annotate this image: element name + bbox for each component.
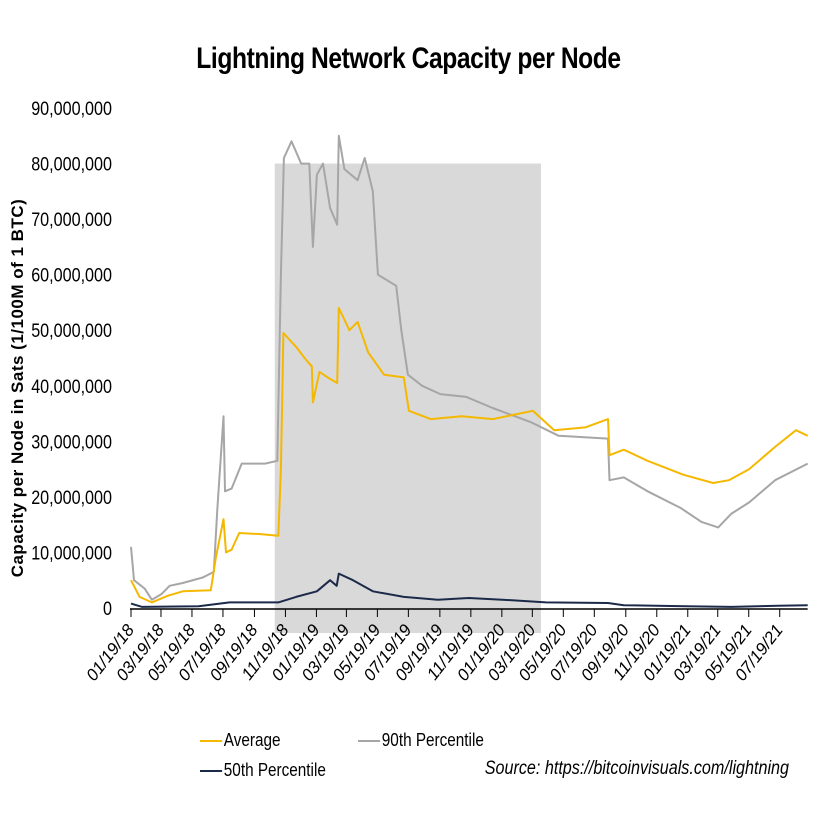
legend-label-50th-percentile: 50th Percentile bbox=[223, 760, 326, 780]
legend-label-90th-percentile: 90th Percentile bbox=[381, 730, 484, 750]
series-90th-percentile bbox=[130, 134, 809, 601]
legend-item-90th-percentile: 90th Percentile bbox=[358, 730, 484, 751]
y-tick-label: 0 bbox=[103, 598, 112, 620]
legend-item-average: Average bbox=[200, 730, 281, 751]
y-tick-label: 80,000,000 bbox=[31, 153, 112, 175]
source-note: Source: https://bitcoinvisuals.com/light… bbox=[484, 758, 789, 779]
legend-swatch-90th-percentile bbox=[358, 739, 381, 742]
y-tick-label: 70,000,000 bbox=[31, 209, 112, 231]
series-average bbox=[130, 307, 809, 604]
legend-swatch-50th-percentile bbox=[200, 769, 223, 772]
legend-item-50th-percentile: 50th Percentile bbox=[200, 760, 326, 781]
y-tick-label: 10,000,000 bbox=[31, 542, 112, 564]
y-tick-label: 20,000,000 bbox=[31, 487, 112, 509]
series-50th-percentile bbox=[130, 572, 808, 608]
legend-label-average: Average bbox=[223, 730, 281, 750]
chart-title: Lightning Network Capacity per Node bbox=[196, 42, 621, 75]
y-tick-label: 50,000,000 bbox=[31, 320, 112, 342]
y-tick-label: 60,000,000 bbox=[31, 264, 112, 286]
legend-swatch-average bbox=[200, 739, 223, 742]
y-tick-label: 30,000,000 bbox=[31, 431, 112, 453]
y-tick-label: 40,000,000 bbox=[31, 376, 112, 398]
y-tick-label: 90,000,000 bbox=[31, 98, 112, 120]
